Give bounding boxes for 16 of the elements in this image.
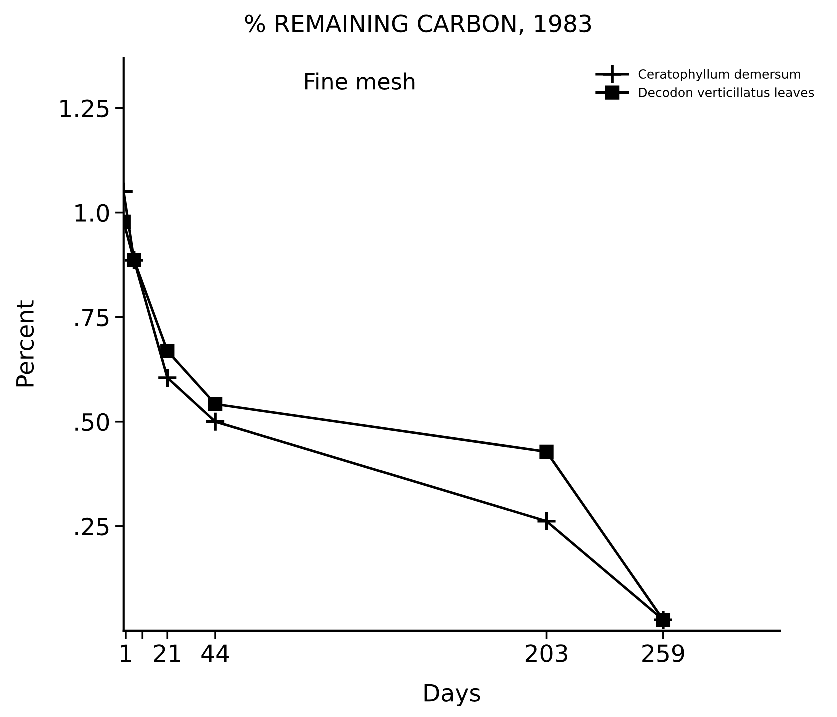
x-tick-label: 1 — [121, 644, 132, 662]
x-tick-label: 21 — [154, 644, 180, 662]
y-tick-label: 1.25 — [60, 100, 109, 118]
legend-label: Ceratophyllum demersum — [638, 69, 800, 82]
x-tick-label: 203 — [526, 644, 568, 662]
x-tick-label: 259 — [642, 644, 684, 662]
y-tick-label: .25 — [76, 518, 109, 536]
legend-label: Decodon verticillatus leaves — [639, 88, 814, 98]
x-axis-title: Days — [424, 684, 480, 707]
y-tick-label: 1.0 — [76, 204, 110, 222]
y-tick-label: .50 — [76, 413, 110, 432]
y-axis-title: Percent — [16, 300, 34, 387]
y-tick-label: .75 — [76, 309, 109, 327]
chart-title: % REMAINING CARBON, 1983 — [245, 14, 592, 36]
text: Fine mesh — [306, 72, 415, 90]
x-tick-label: 44 — [202, 644, 230, 662]
